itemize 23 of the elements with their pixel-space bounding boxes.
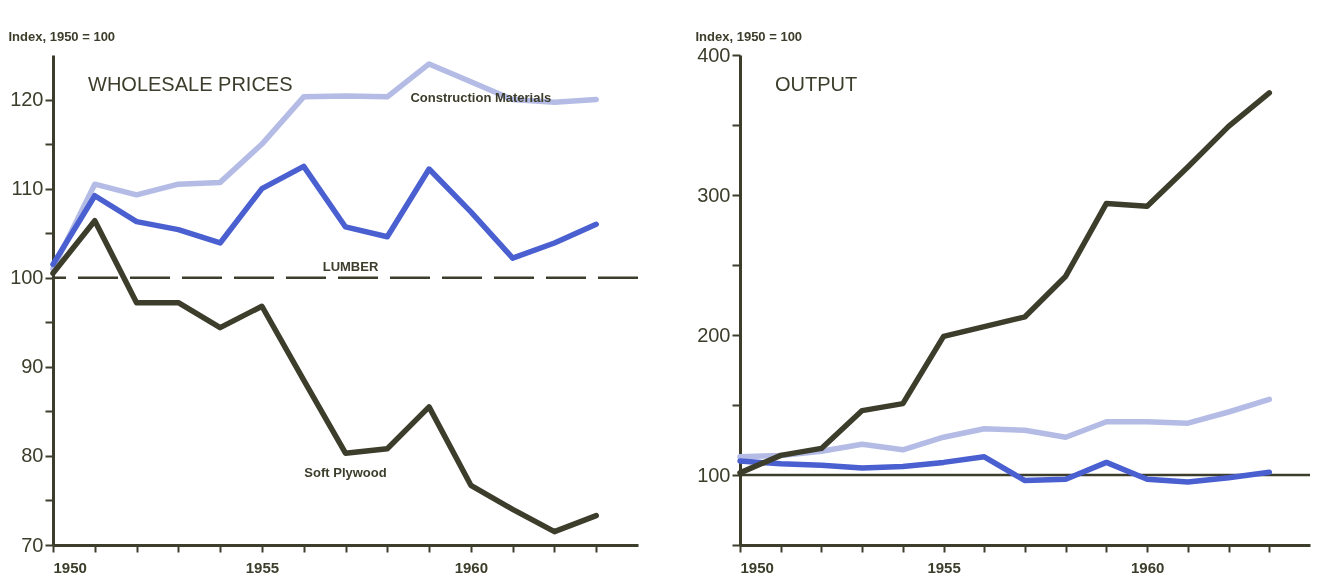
x-tick-label: 1950: [53, 558, 87, 576]
y-axis-title: Index, 1950 = 100: [8, 28, 116, 44]
y-tick-label: 80: [21, 444, 44, 467]
y-tick-label: 200: [697, 323, 731, 346]
y-tick-label: 100: [10, 266, 44, 289]
y-tick-label: 70: [21, 533, 44, 556]
y-tick-label: 120: [10, 88, 44, 111]
x-tick-label: 1960: [1130, 558, 1165, 576]
x-tick-label: 1955: [927, 558, 961, 576]
text: OUTPUT: [775, 73, 858, 95]
y-tick-label: 100: [697, 463, 731, 486]
x-tick-label: 1960: [454, 558, 489, 576]
y-axis-title: Index, 1950 = 100: [695, 28, 803, 44]
text: WHOLESALE PRICES: [88, 73, 293, 95]
y-tick-label: 90: [21, 355, 44, 378]
y-tick-label: 300: [697, 183, 731, 206]
y-tick-label: 400: [697, 43, 731, 66]
x-tick-label: 1950: [740, 558, 774, 576]
x-tick-label: 1955: [245, 558, 280, 576]
series-label: Construction Materials: [410, 89, 552, 105]
series-label: Soft Plywood: [304, 465, 387, 481]
y-tick-label: 110: [11, 177, 44, 200]
series-label: LUMBER: [322, 258, 379, 274]
